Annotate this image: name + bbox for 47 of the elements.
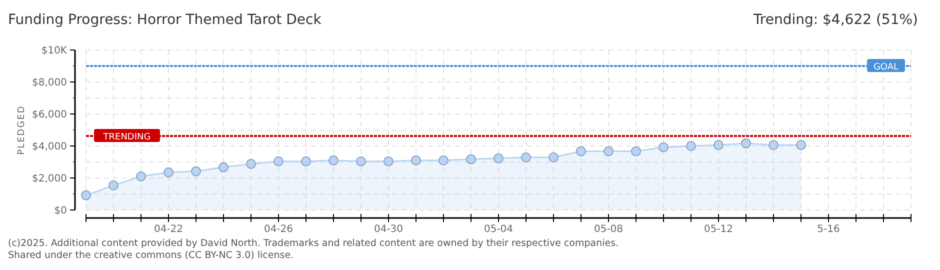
- point: [658, 142, 668, 152]
- point: [548, 152, 558, 162]
- point: [274, 156, 284, 166]
- point: [466, 154, 476, 164]
- point: [164, 167, 174, 178]
- y-axis-title: PLEDGED: [17, 105, 27, 155]
- point: [81, 190, 91, 200]
- point: [521, 152, 531, 162]
- point: [631, 146, 641, 156]
- chart-title: Funding Progress: Horror Themed Tarot Deck: [8, 12, 322, 28]
- point: [191, 166, 201, 176]
- x-tick-label: 05-04: [484, 224, 514, 235]
- text: (c)2025. Additional content provided by David North. Trademarks and related content are owned by their respective companies.: [8, 238, 619, 249]
- point: [741, 138, 751, 148]
- point: [576, 146, 586, 156]
- x-tick-label: 04-22: [154, 224, 184, 235]
- y-tick-label: $6,000: [32, 110, 67, 120]
- point: [604, 146, 614, 156]
- text: Trending: $4,622 (51%): [752, 12, 918, 28]
- point: [328, 155, 338, 166]
- x-tick-label: 05-08: [594, 224, 624, 235]
- point: [438, 155, 448, 166]
- point: [384, 156, 394, 166]
- point: [768, 140, 778, 150]
- point: [136, 171, 146, 182]
- point: [411, 155, 421, 166]
- point: [108, 180, 118, 190]
- ref-line-label: TRENDING: [102, 132, 151, 143]
- point: [218, 162, 228, 172]
- ref-line-label: GOAL: [873, 62, 899, 72]
- x-tick-label: 04-30: [374, 224, 404, 235]
- y-tick-label: $0: [54, 206, 67, 216]
- y-tick-label: $10K: [41, 46, 68, 56]
- x-tick-label: 5-16: [817, 224, 840, 235]
- text: Shared under the creative commons (CC BY-NC 3.0) license.: [8, 250, 294, 261]
- y-tick-label: $8,000: [32, 78, 67, 88]
- point: [494, 153, 504, 164]
- point: [301, 156, 311, 166]
- x-tick-label: 05-12: [704, 224, 734, 235]
- point: [246, 158, 256, 169]
- point: [356, 156, 366, 166]
- point: [686, 141, 696, 151]
- y-tick-label: $2,000: [32, 174, 67, 184]
- y-tick-label: $4,000: [32, 142, 67, 152]
- point: [714, 140, 724, 150]
- point: [796, 140, 806, 150]
- x-tick-label: 04-26: [264, 224, 294, 235]
